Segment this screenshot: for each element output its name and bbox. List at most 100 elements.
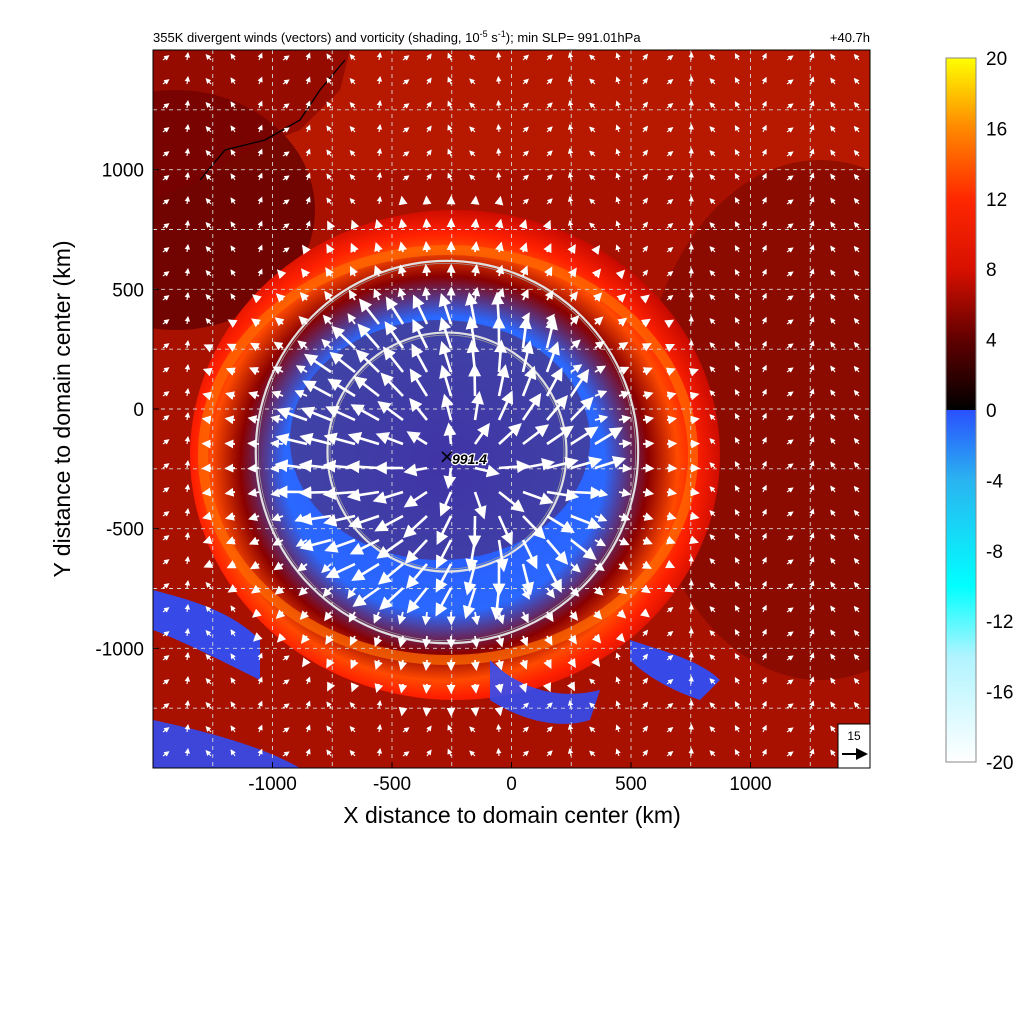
wind-vector — [436, 515, 453, 546]
wind-vector — [761, 292, 767, 301]
wind-vector — [224, 439, 236, 449]
wind-vector — [496, 147, 502, 157]
wind-vector — [830, 221, 836, 229]
wind-vector — [411, 343, 429, 373]
wind-vector — [184, 723, 191, 733]
wind-vector — [412, 294, 429, 325]
wind-vector — [809, 196, 815, 205]
wind-vector — [374, 514, 404, 532]
wind-vector — [376, 724, 383, 733]
wind-vector — [642, 221, 649, 229]
wind-vector — [205, 150, 212, 157]
wind-vector — [162, 151, 170, 157]
wind-vector — [830, 437, 836, 445]
wind-vector — [830, 461, 836, 469]
wind-vector — [761, 52, 767, 61]
colorbar — [945, 57, 977, 763]
wind-vector — [664, 319, 675, 329]
wind-vector — [830, 269, 836, 277]
wind-vector — [642, 173, 649, 181]
wind-vector — [688, 291, 694, 301]
wind-vector — [786, 79, 794, 85]
x-axis: -1000 -500 0 500 1000 — [248, 762, 772, 795]
wind-vector — [853, 629, 860, 637]
wind-vector — [761, 556, 767, 565]
wind-vector — [184, 219, 191, 229]
wind-vector — [421, 611, 431, 626]
wind-vector — [331, 325, 356, 349]
wind-vector — [761, 340, 767, 349]
wind-vector — [406, 587, 429, 614]
wind-vector — [282, 127, 290, 133]
wind-vector — [522, 54, 530, 61]
wind-vector — [325, 562, 356, 579]
wind-vector — [853, 197, 860, 205]
wind-vector — [522, 198, 530, 205]
wind-vector — [519, 242, 528, 253]
wind-vector — [666, 487, 678, 497]
wind-vector — [349, 538, 380, 555]
wind-vector — [830, 149, 836, 157]
wind-vector — [350, 682, 360, 693]
wind-vector — [184, 147, 191, 157]
wind-vector — [495, 635, 505, 648]
wind-vector — [470, 659, 480, 671]
wind-vector — [421, 286, 431, 301]
wind-vector — [709, 486, 716, 493]
wind-vector — [830, 245, 836, 253]
wind-vector — [447, 172, 453, 181]
wind-vector — [403, 490, 428, 508]
wind-vector — [615, 124, 621, 133]
forecast-time: +40.7h — [830, 30, 870, 45]
wind-vector — [666, 79, 674, 85]
wind-vector — [786, 751, 794, 757]
wind-vector — [709, 582, 716, 589]
wind-vector — [734, 701, 741, 709]
wind-vector — [201, 415, 212, 425]
wind-vector — [202, 535, 213, 545]
wind-vector — [688, 651, 694, 661]
wind-vector — [252, 294, 262, 304]
wind-vector — [470, 683, 480, 694]
wind-vector — [422, 659, 432, 672]
wind-vector — [402, 103, 410, 109]
wind-vector — [326, 53, 332, 61]
wind-vector — [498, 460, 530, 474]
wind-vector — [201, 487, 212, 497]
wind-vector — [809, 676, 815, 685]
wind-vector — [305, 172, 311, 181]
wind-vector — [568, 267, 577, 278]
y-tick-label: -500 — [106, 520, 144, 541]
wind-vector — [322, 314, 333, 325]
wind-vector — [830, 725, 836, 733]
wind-vector — [305, 676, 311, 685]
wind-vector — [809, 148, 815, 157]
wind-vector — [184, 99, 191, 109]
wind-vector — [853, 509, 860, 517]
wind-vector — [326, 725, 332, 733]
wind-vector — [546, 150, 553, 157]
wind-vector — [162, 55, 170, 61]
wind-vector — [809, 460, 815, 469]
wind-vector — [522, 490, 554, 505]
wind-vector — [257, 124, 263, 133]
wind-vector — [709, 726, 716, 733]
wind-vector — [162, 727, 170, 733]
wind-vector — [439, 364, 453, 397]
wind-vector — [618, 512, 631, 522]
wind-vector — [853, 101, 860, 109]
wind-vector — [642, 391, 654, 400]
wind-vector — [426, 725, 432, 733]
wind-vector — [734, 533, 741, 541]
wind-vector — [688, 675, 694, 685]
wind-vector — [496, 723, 502, 733]
colorbar-tick-label: 16 — [986, 119, 1007, 140]
wind-vector — [709, 630, 716, 637]
wind-vector — [225, 367, 236, 376]
wind-vector — [809, 124, 815, 133]
wind-vector — [426, 101, 432, 109]
wind-vector — [205, 174, 212, 181]
wind-vector — [443, 422, 457, 445]
wind-vector — [522, 702, 530, 709]
wind-vector — [809, 364, 815, 373]
